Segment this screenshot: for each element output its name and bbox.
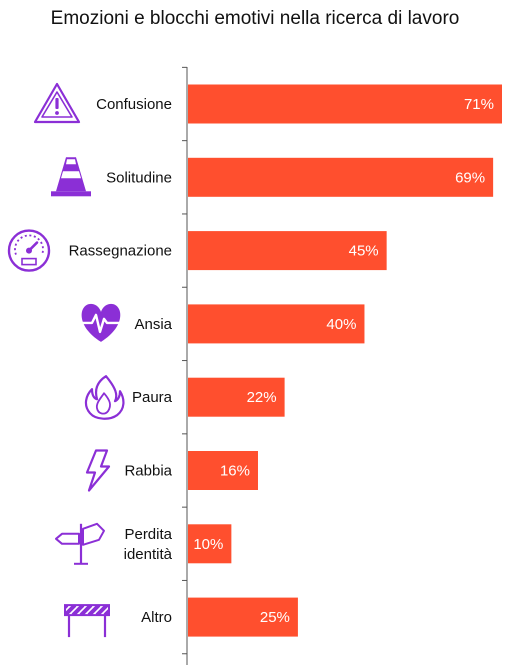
traffic-cone-icon	[51, 157, 91, 197]
data-label: 45%	[349, 243, 379, 260]
category-label: Ansia	[134, 316, 172, 333]
category-label: Solitudine	[106, 169, 172, 186]
category-label: Paura	[132, 389, 173, 406]
bar-paura	[188, 377, 285, 417]
data-label: 10%	[193, 536, 223, 553]
data-label: 16%	[220, 463, 250, 480]
bar-perdita-identit-	[188, 524, 232, 564]
bar-confusione	[188, 84, 502, 124]
flame-icon	[84, 375, 125, 420]
bar-ansia	[188, 304, 365, 344]
bar-solitudine	[188, 157, 494, 197]
heartbeat-icon	[77, 303, 125, 342]
category-label: Altro	[141, 609, 172, 626]
data-label: 40%	[326, 316, 356, 333]
data-label: 69%	[455, 169, 485, 186]
data-label: 25%	[260, 609, 290, 626]
bar-altro	[188, 597, 298, 637]
bar-rabbia	[188, 451, 258, 490]
category-label: Rabbia	[124, 463, 172, 480]
barrier-icon	[64, 604, 110, 638]
data-label: 22%	[247, 389, 277, 406]
signpost-icon	[55, 522, 105, 565]
chart-title: Emozioni e blocchi emotivi nella ricerca…	[50, 8, 460, 29]
category-label: Perdita identità	[124, 526, 173, 563]
data-label: 71%	[464, 96, 494, 113]
category-label: Rassegnazione	[69, 243, 172, 260]
warning-triangle-icon	[33, 82, 81, 124]
category-label: Confusione	[96, 96, 172, 113]
lightning-icon	[85, 449, 111, 492]
bar-rassegnazione	[188, 231, 387, 271]
speedometer-icon	[7, 229, 51, 272]
